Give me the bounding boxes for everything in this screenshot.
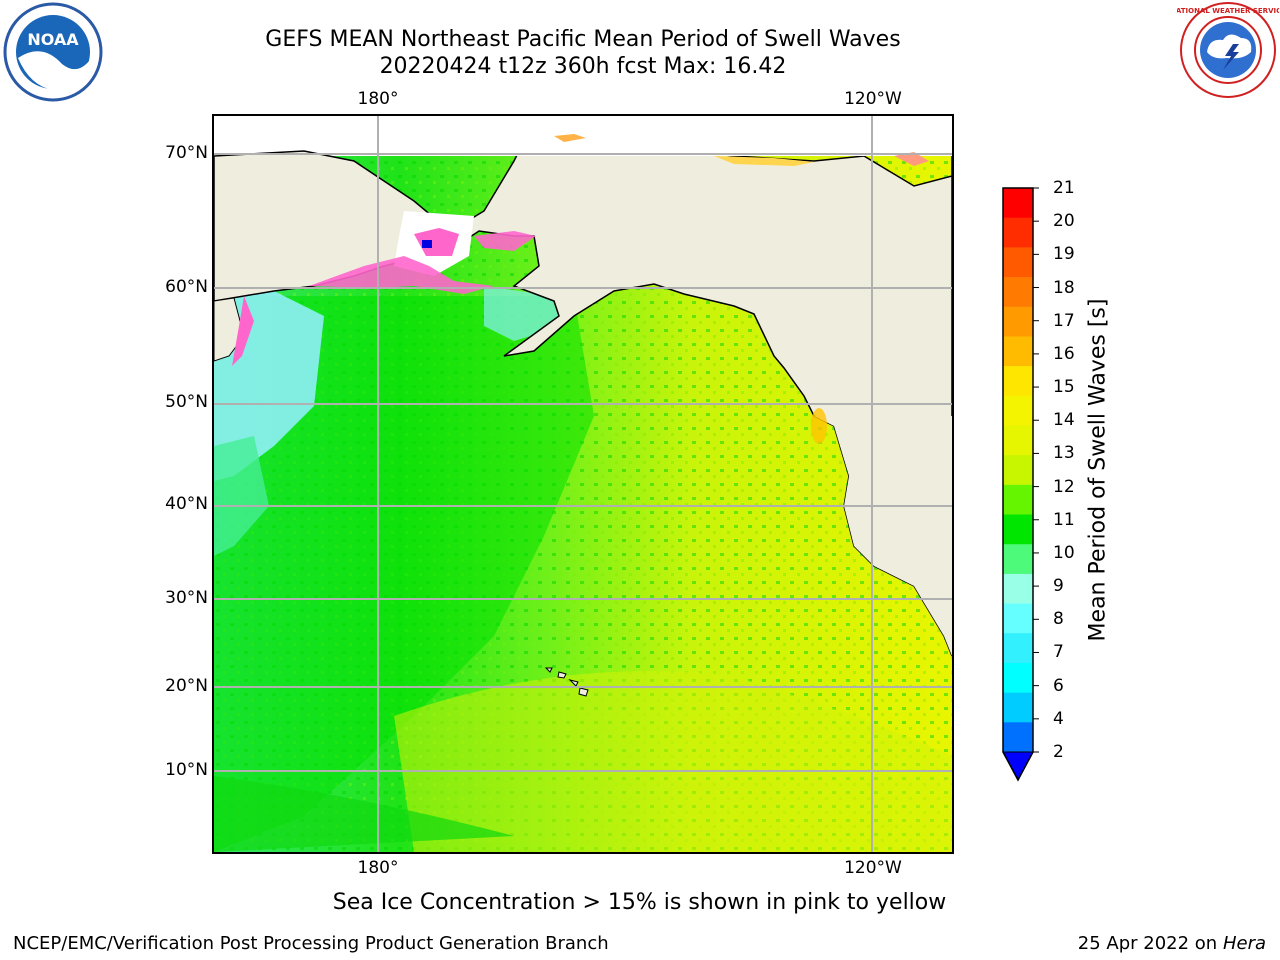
colorbar-segment (1003, 692, 1033, 723)
colorbar-segment (1003, 425, 1033, 456)
lon-tick-top-180: 180° (357, 89, 399, 109)
colorbar-tick-label: 17 (1053, 310, 1075, 331)
ocean-yellow-band (394, 671, 952, 852)
arctic-ice-2 (714, 156, 814, 166)
graticule (214, 116, 952, 852)
north-america-land (814, 416, 952, 656)
ocean-aqua-region (214, 436, 269, 556)
colorbar-segment (1003, 603, 1033, 634)
lat-tick-10n: 10°N (165, 760, 208, 780)
hawaii-islands (544, 667, 589, 697)
lat-tick-50n: 50°N (165, 392, 208, 412)
colorbar-tick-label: 9 (1053, 576, 1064, 597)
colorbar-segment (1003, 366, 1033, 397)
colorbar-tick-label: 19 (1053, 244, 1075, 265)
colorbar-segment (1003, 188, 1033, 219)
colorbar-segment (1003, 633, 1033, 664)
lat-tick-60n: 60°N (165, 277, 208, 297)
colorbar-tick-label: 4 (1053, 708, 1064, 729)
arctic-ice-3 (894, 152, 929, 166)
colorbar-tick-label: 2 (1053, 742, 1064, 762)
footer-machine: Hera (1222, 933, 1266, 954)
nws-logo: NATIONAL WEATHER SERVICE (1177, 2, 1279, 98)
colorbar-tick-label: 7 (1053, 642, 1064, 663)
noaa-logo-text: NOAA (27, 30, 79, 49)
colorbar-segment (1003, 662, 1033, 694)
lat-tick-30n: 30°N (165, 588, 208, 608)
map-panel (212, 114, 954, 854)
noaa-logo: NOAA (3, 2, 103, 102)
colorbar-segment (1003, 306, 1033, 337)
arctic-white (214, 116, 952, 156)
colorbar-tick-label: 18 (1053, 277, 1075, 298)
colorbar-tick-label: 15 (1053, 377, 1075, 398)
colorbar-tick-label: 13 (1053, 443, 1075, 464)
colorbar-tick-label: 16 (1053, 343, 1075, 364)
sea-ice-blue (422, 240, 432, 248)
map-svg (214, 116, 952, 852)
lon-tick-bottom-120w: 120°W (844, 858, 902, 878)
chart-subtitle: 20220424 t12z 360h fcst Max: 16.42 (379, 54, 787, 79)
sea-ice-pink-2 (474, 231, 536, 251)
lon-tick-bottom-180: 180° (357, 858, 399, 878)
colorbar-segment (1003, 247, 1033, 278)
colorbar-segment (1003, 544, 1033, 575)
lat-tick-20n: 20°N (165, 676, 208, 696)
colorbar-title: Mean Period of Swell Waves [s] (1085, 298, 1111, 642)
colorbar-frame (1002, 187, 1034, 782)
arctic-ice-1 (554, 134, 586, 142)
lon-tick-top-120w: 120°W (844, 89, 902, 109)
colorbar-tick-label: 6 (1053, 675, 1064, 696)
lat-tick-70n: 70°N (165, 143, 208, 163)
footer-branch: NCEP/EMC/Verification Post Processing Pr… (13, 933, 609, 954)
footer-date: 25 Apr 2022 on Hera (1078, 933, 1266, 954)
colorbar-tick-label: 11 (1053, 509, 1075, 530)
colorbar-segment (1003, 514, 1033, 545)
sea-ice-pink (309, 256, 494, 294)
colorbar-segment (1003, 455, 1033, 486)
colorbar-segment (1003, 395, 1033, 426)
colorbar-tick-label: 10 (1053, 542, 1075, 563)
colorbar-segment (1003, 336, 1033, 367)
lat-tick-40n: 40°N (165, 494, 208, 514)
colorbar-tick-label: 21 (1053, 178, 1075, 198)
colorbar (1002, 187, 1039, 782)
ocean-green-region (214, 296, 594, 852)
chart-title: GEFS MEAN Northeast Pacific Mean Period … (265, 27, 901, 52)
sea-ice-norton (414, 228, 459, 256)
colorbar-segment (1003, 573, 1033, 605)
sea-ice-kamchatka (232, 296, 254, 366)
colorbar-tick-label: 20 (1053, 211, 1075, 232)
colorbar-segment (1003, 277, 1033, 308)
footer-date-text: 25 Apr 2022 on (1077, 933, 1218, 954)
colorbar-tick-label: 8 (1053, 609, 1064, 630)
colorbar-segment (1003, 484, 1033, 516)
coastal-orange-spot (811, 408, 827, 444)
colorbar-extend-arrow (1002, 751, 1034, 782)
colorbar-tick-label: 12 (1053, 476, 1075, 497)
colorbar-segment (1003, 722, 1033, 753)
colorbar-tick-label: 14 (1053, 410, 1075, 431)
colorbar-segment (1003, 217, 1033, 248)
sea-ice-note: Sea Ice Concentration > 15% is shown in … (332, 890, 947, 915)
ocean-sw-green (214, 776, 514, 852)
nws-logo-text: NATIONAL WEATHER SERVICE (1177, 7, 1279, 15)
